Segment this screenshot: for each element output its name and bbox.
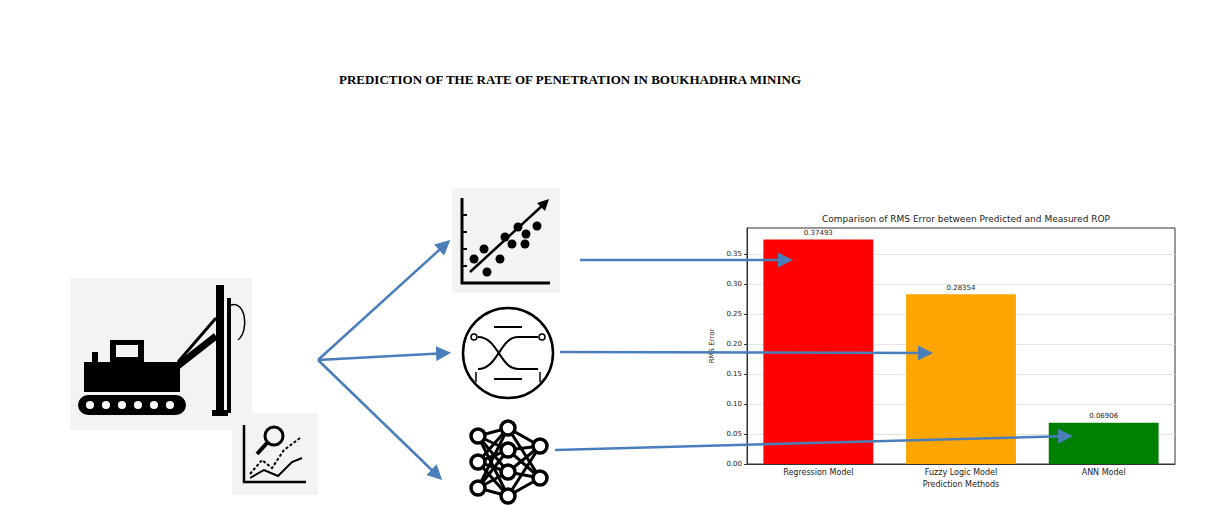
svg-text:Comparison of RMS Error betwee: Comparison of RMS Error between Predicte… xyxy=(822,214,1111,224)
svg-text:0.06906: 0.06906 xyxy=(1089,412,1118,420)
svg-text:0.10: 0.10 xyxy=(726,400,742,408)
svg-text:0.00: 0.00 xyxy=(726,460,742,468)
svg-text:0.15: 0.15 xyxy=(726,370,742,378)
svg-text:Prediction Methods: Prediction Methods xyxy=(923,480,999,489)
svg-text:ANN Model: ANN Model xyxy=(1082,468,1126,477)
svg-text:0.25: 0.25 xyxy=(726,310,742,318)
svg-text:0.05: 0.05 xyxy=(726,430,742,438)
svg-text:0.28354: 0.28354 xyxy=(947,284,976,292)
svg-text:RMS Error: RMS Error xyxy=(708,329,716,364)
svg-text:Regression Model: Regression Model xyxy=(783,468,853,477)
html-text:PREDICTION OF THE RATE OF PENE: PREDICTION OF THE RATE OF PENETRATION IN… xyxy=(339,72,801,87)
svg-text:Fuzzy Logic Model: Fuzzy Logic Model xyxy=(925,468,997,477)
svg-text:0.30: 0.30 xyxy=(726,280,742,288)
svg-text:0.20: 0.20 xyxy=(726,340,742,348)
svg-text:0.37493: 0.37493 xyxy=(804,229,833,237)
svg-text:0.35: 0.35 xyxy=(726,250,742,258)
